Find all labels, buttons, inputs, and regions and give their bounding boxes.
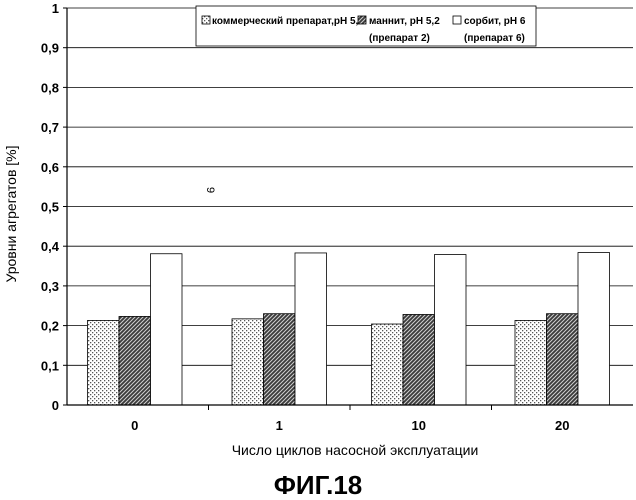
x-tick-label: 1: [276, 418, 283, 433]
legend-swatch-mannitol: [358, 16, 366, 24]
y-axis-title: Уровни агрегатов [%]: [3, 145, 19, 282]
bar-dots-20: [515, 320, 547, 405]
legend-label-sorbitol: сорбит, pH 6: [464, 15, 526, 27]
y-tick-label: 0,9: [41, 41, 59, 56]
x-tick-labels: 0 1 10 20: [131, 418, 569, 433]
legend-label-sorbitol-line2: (препарат 6): [464, 33, 525, 44]
y-tick-labels: 0 0,1 0,2 0,3 0,4 0,5 0,6 0,7 0,8 0,9 1: [41, 1, 60, 413]
y-tick-label: 0,4: [41, 239, 60, 254]
legend: коммерческий препарат,pH 5,2 маннит, pH …: [196, 6, 536, 46]
x-tick-label: 0: [131, 418, 138, 433]
bar-hatch-10: [403, 314, 435, 405]
bar-dots-1: [232, 319, 264, 405]
legend-label-mannitol-line2: (препарат 2): [369, 33, 430, 44]
figure-label: ФИГ.18: [274, 470, 363, 500]
x-tick-label: 20: [555, 418, 569, 433]
legend-swatch-commercial: [202, 16, 210, 24]
y-tick-label: 0,1: [41, 358, 59, 373]
y-tick-label: 0,2: [41, 319, 59, 334]
y-tick-label: 1: [52, 1, 59, 16]
legend-label-commercial: коммерческий препарат,pH 5,2: [212, 16, 364, 27]
legend-swatch-sorbitol: [453, 16, 461, 24]
bar-hatch-1: [264, 314, 296, 405]
y-tick-label: 0,5: [41, 200, 59, 215]
bar-white-10: [435, 255, 467, 405]
y-tick-label: 0,6: [41, 160, 59, 175]
bar-white-0: [151, 254, 183, 405]
stray-mark: 9: [204, 187, 216, 193]
y-tick-label: 0,7: [41, 120, 59, 135]
bar-hatch-0: [119, 316, 151, 405]
bar-dots-10: [372, 324, 404, 405]
legend-label-mannitol: маннит, pH 5,2: [369, 16, 440, 27]
bar-dots-0: [88, 320, 120, 405]
bar-white-1: [295, 253, 327, 405]
bar-white-20: [578, 253, 610, 405]
x-axis-title: Число циклов насосной эксплуатации: [232, 442, 479, 458]
y-tick-label: 0: [52, 398, 59, 413]
bar-hatch-20: [547, 314, 579, 405]
y-tick-label: 0,8: [41, 80, 59, 95]
bars: [88, 253, 610, 405]
y-tick-label: 0,3: [41, 279, 59, 294]
x-tick-label: 10: [412, 418, 426, 433]
